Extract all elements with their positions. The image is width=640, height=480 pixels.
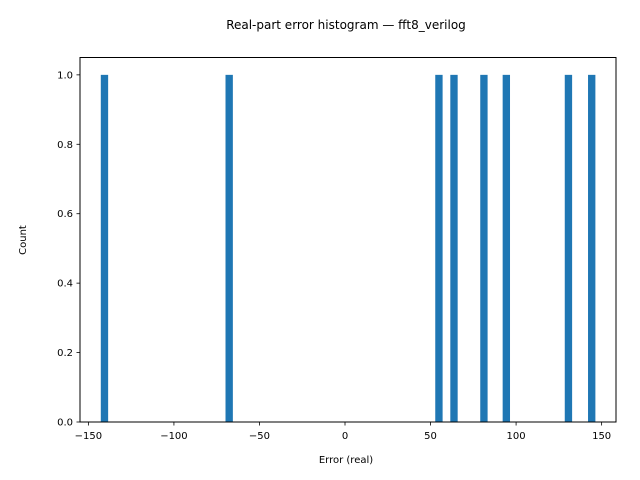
histogram-bar-7 [588, 74, 596, 422]
histogram-bar-3 [450, 74, 458, 422]
histogram-bar-0 [100, 74, 109, 422]
bars-group [100, 74, 596, 422]
x-axis-label: Error (real) [319, 455, 373, 466]
chart-title: Real-part error histogram — fft8_verilog [226, 18, 466, 32]
x-tick-label: 150 [592, 431, 611, 442]
x-tick-label: −50 [249, 431, 270, 442]
histogram-bar-5 [502, 74, 511, 422]
y-tick-label: 0.4 [57, 279, 73, 290]
x-axis-ticks: −150 −100 −50 0 50 100 150 [75, 422, 611, 442]
histogram-bar-6 [564, 74, 573, 422]
histogram-bar-1 [225, 74, 233, 422]
y-tick-label: 0.6 [57, 209, 73, 220]
x-tick-label: −150 [75, 431, 102, 442]
y-axis-label: Count [18, 225, 29, 255]
plot-frame [79, 57, 617, 423]
y-tick-label: 0.2 [57, 348, 73, 359]
x-tick-label: 100 [507, 431, 526, 442]
x-tick-label: −100 [160, 431, 187, 442]
x-tick-label: 0 [342, 431, 348, 442]
y-tick-label: 0.8 [57, 140, 73, 151]
histogram-bar-2 [435, 74, 443, 422]
y-tick-label: 1.0 [57, 70, 73, 81]
y-axis-ticks: 0.0 0.2 0.4 0.6 0.8 1.0 [57, 70, 80, 429]
y-tick-label: 0.0 [57, 418, 73, 429]
histogram-bar-4 [480, 74, 488, 422]
x-tick-label: 50 [424, 431, 437, 442]
